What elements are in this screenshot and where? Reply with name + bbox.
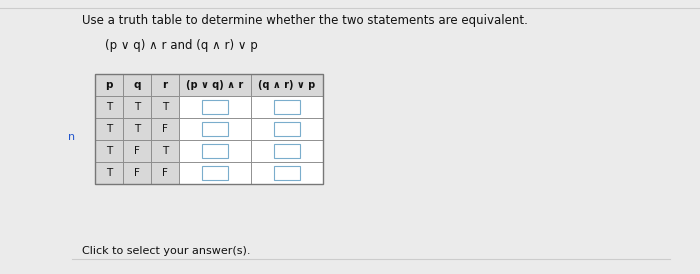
Bar xyxy=(123,74,151,96)
Text: T: T xyxy=(106,146,112,156)
Text: F: F xyxy=(162,168,168,178)
Bar xyxy=(151,74,179,96)
Bar xyxy=(179,162,251,184)
Bar xyxy=(95,74,123,96)
Text: r: r xyxy=(162,80,167,90)
Bar xyxy=(179,140,251,162)
Bar xyxy=(123,140,151,162)
Text: F: F xyxy=(134,168,140,178)
Text: (q ∧ r) ∨ p: (q ∧ r) ∨ p xyxy=(258,80,316,90)
Text: n: n xyxy=(68,132,75,142)
Bar xyxy=(95,74,323,184)
Bar xyxy=(274,166,300,179)
Bar xyxy=(251,162,323,184)
Bar xyxy=(202,122,228,136)
Bar xyxy=(123,96,151,118)
Text: T: T xyxy=(106,168,112,178)
Bar xyxy=(202,144,228,158)
Bar xyxy=(151,162,179,184)
Bar xyxy=(151,96,179,118)
Text: F: F xyxy=(162,124,168,134)
Text: F: F xyxy=(134,146,140,156)
Bar xyxy=(151,140,179,162)
Text: Use a truth table to determine whether the two statements are equivalent.: Use a truth table to determine whether t… xyxy=(82,14,528,27)
Bar xyxy=(151,118,179,140)
Text: p: p xyxy=(105,80,113,90)
Bar xyxy=(123,162,151,184)
Text: Click to select your answer(s).: Click to select your answer(s). xyxy=(82,246,251,256)
Bar xyxy=(202,100,228,114)
Text: (p ∨ q) ∧ r and (q ∧ r) ∨ p: (p ∨ q) ∧ r and (q ∧ r) ∨ p xyxy=(105,39,258,52)
Text: T: T xyxy=(106,102,112,112)
Bar xyxy=(274,100,300,114)
Bar xyxy=(179,96,251,118)
Bar xyxy=(251,140,323,162)
Text: T: T xyxy=(162,102,168,112)
Bar xyxy=(179,74,251,96)
Bar xyxy=(95,118,123,140)
Bar xyxy=(251,96,323,118)
Bar xyxy=(251,118,323,140)
Bar xyxy=(274,144,300,158)
Bar xyxy=(95,96,123,118)
Bar xyxy=(123,118,151,140)
Text: T: T xyxy=(162,146,168,156)
Bar xyxy=(179,118,251,140)
Text: q: q xyxy=(133,80,141,90)
Bar xyxy=(202,166,228,179)
Text: T: T xyxy=(134,124,140,134)
Bar xyxy=(95,140,123,162)
Text: (p ∨ q) ∧ r: (p ∨ q) ∧ r xyxy=(186,80,244,90)
Bar xyxy=(251,74,323,96)
Text: T: T xyxy=(106,124,112,134)
Bar xyxy=(274,122,300,136)
Text: T: T xyxy=(134,102,140,112)
Bar xyxy=(95,162,123,184)
